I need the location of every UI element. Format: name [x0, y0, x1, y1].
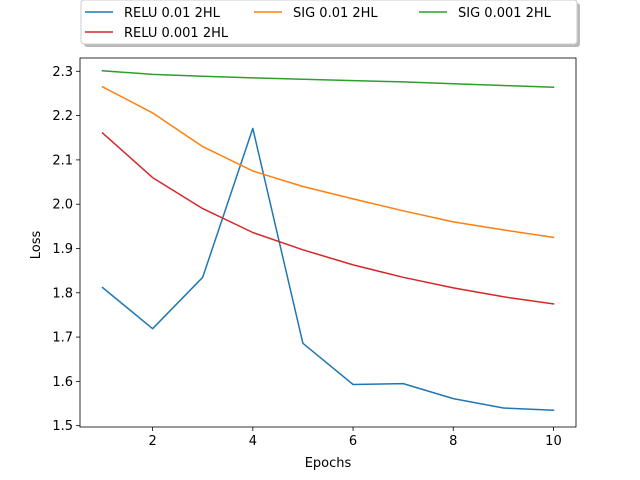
x-tick-label: 6	[349, 434, 357, 449]
x-axis-label: Epochs	[305, 456, 352, 471]
y-tick-label: 2.3	[52, 65, 73, 80]
y-tick-label: 1.6	[52, 375, 73, 390]
y-tick-label: 1.7	[52, 331, 73, 346]
y-tick-label: 1.9	[52, 242, 73, 257]
legend-label-0: RELU 0.01 2HL	[124, 6, 221, 21]
legend-label-3: RELU 0.001 2HL	[124, 26, 229, 41]
y-tick-label: 1.8	[52, 286, 73, 301]
plot-frame	[79, 57, 577, 428]
axes: 2 4 6 8 10 1.5 1.6 1.7 1.8 1.9 2.0 2.1 2.2 2.3	[52, 57, 577, 449]
legend-label-1: SIG 0.01 2HL	[293, 6, 378, 21]
series-line-2	[101, 69, 555, 88]
plot-area	[101, 69, 555, 411]
series-line-1	[101, 85, 555, 239]
series-line-0	[101, 127, 555, 411]
y-tick-label: 2.0	[52, 198, 73, 213]
x-tick-label: 10	[545, 434, 562, 449]
legend: RELU 0.01 2HL SIG 0.01 2HL SIG 0.001 2HL RE…	[80, 0, 580, 47]
legend-label-2: SIG 0.001 2HL	[458, 6, 552, 21]
x-tick-label: 4	[249, 434, 257, 449]
x-tick-label: 8	[449, 434, 457, 449]
y-axis-label: Loss	[29, 231, 44, 260]
y-tick-label: 2.1	[52, 153, 73, 168]
series-line-3	[101, 131, 555, 305]
y-tick-label: 2.2	[52, 109, 73, 124]
y-tick-label: 1.5	[52, 419, 73, 434]
x-tick-label: 2	[149, 434, 157, 449]
legend-box	[80, 0, 578, 45]
